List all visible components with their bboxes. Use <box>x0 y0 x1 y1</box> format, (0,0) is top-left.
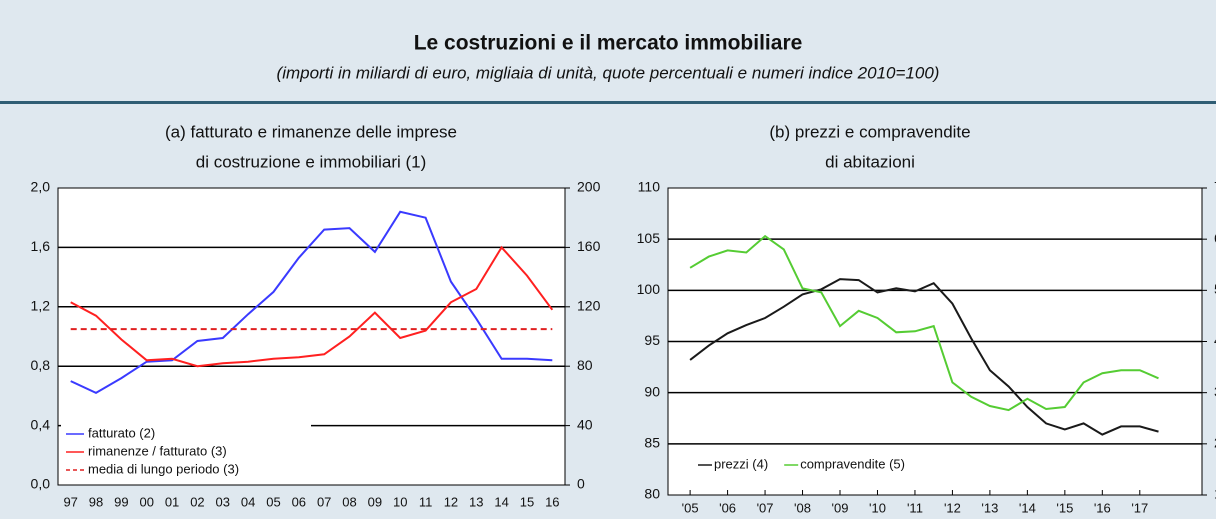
x-tick-label: 97 <box>63 494 77 509</box>
y2-tick-label: 160 <box>577 238 601 254</box>
x-tick-label: '14 <box>1019 500 1036 515</box>
x-tick-label: 06 <box>292 494 306 509</box>
x-tick-label: 05 <box>266 494 280 509</box>
x-tick-label: 12 <box>444 494 458 509</box>
x-tick-label: '16 <box>1094 500 1111 515</box>
x-tick-label: 01 <box>165 494 179 509</box>
chart-title: di costruzione e immobiliari (1) <box>196 152 427 171</box>
legend-label: media di lungo periodo (3) <box>88 461 239 476</box>
x-tick-label: 11 <box>419 494 433 509</box>
x-tick-label: '17 <box>1131 500 1148 515</box>
legend-label: prezzi (4) <box>714 456 768 471</box>
y2-tick-label: 40 <box>577 416 593 432</box>
x-tick-label: 10 <box>393 494 407 509</box>
x-tick-label: '05 <box>682 500 699 515</box>
x-tick-label: 15 <box>520 494 534 509</box>
y-tick-label: 80 <box>644 486 660 502</box>
x-tick-label: 02 <box>190 494 204 509</box>
x-tick-label: 09 <box>368 494 382 509</box>
legend-label: compravendite (5) <box>800 456 905 471</box>
y2-tick-label: 100 <box>1214 486 1216 502</box>
y-tick-label: 95 <box>644 332 660 348</box>
y-tick-label: 110 <box>638 179 661 195</box>
y-tick-label: 0,0 <box>31 476 51 492</box>
plot-frame <box>667 187 1203 496</box>
header-rule <box>0 101 1216 104</box>
x-tick-label: 98 <box>89 494 103 509</box>
y2-tick-label: 200 <box>1214 435 1216 451</box>
y2-tick-label: 80 <box>577 357 593 373</box>
y2-tick-label: 0 <box>577 476 585 492</box>
y2-tick-label: 400 <box>1214 332 1216 348</box>
series-line <box>689 278 1159 436</box>
x-tick-label: '15 <box>1056 500 1073 515</box>
x-tick-label: 14 <box>494 494 508 509</box>
series-line <box>70 245 554 368</box>
legend-label: fatturato (2) <box>88 425 155 440</box>
x-tick-label: '13 <box>981 500 998 515</box>
y2-tick-label: 120 <box>577 298 601 314</box>
legend-box <box>61 421 311 483</box>
series-line <box>70 210 553 395</box>
x-tick-label: '12 <box>944 500 961 515</box>
x-tick-label: '08 <box>794 500 811 515</box>
x-tick-label: '09 <box>832 500 849 515</box>
x-tick-label: '11 <box>907 500 923 515</box>
y2-tick-label: 700 <box>1214 179 1216 195</box>
x-tick-label: 99 <box>114 494 128 509</box>
y-tick-label: 105 <box>637 230 661 246</box>
y-tick-label: 0,8 <box>31 357 51 373</box>
x-tick-label: 00 <box>139 494 153 509</box>
legend-label: rimanenze / fatturato (3) <box>88 443 227 458</box>
series-line <box>689 234 1159 412</box>
y2-tick-label: 600 <box>1214 230 1216 246</box>
x-tick-label: 04 <box>241 494 255 509</box>
y-tick-label: 1,2 <box>31 298 51 314</box>
x-tick-label: '07 <box>757 500 774 515</box>
x-tick-label: 08 <box>342 494 356 509</box>
figure-subtitle: (importi in miliardi di euro, migliaia d… <box>277 63 940 82</box>
x-tick-label: 03 <box>216 494 230 509</box>
y-tick-label: 1,6 <box>31 238 51 254</box>
y-tick-label: 85 <box>644 435 660 451</box>
chart-title: (b) prezzi e compravendite <box>769 122 970 141</box>
chart-title: (a) fatturato e rimanenze delle imprese <box>165 122 457 141</box>
plot-frame <box>57 187 566 486</box>
y2-tick-label: 500 <box>1214 281 1216 297</box>
y-tick-label: 2,0 <box>31 179 51 195</box>
y-tick-label: 90 <box>644 383 660 399</box>
x-tick-label: 07 <box>317 494 331 509</box>
y2-tick-label: 300 <box>1214 383 1216 399</box>
x-tick-label: '06 <box>719 500 736 515</box>
x-tick-label: '10 <box>869 500 886 515</box>
chart-title: di abitazioni <box>825 152 915 171</box>
y-tick-label: 100 <box>637 281 661 297</box>
figure-title: Le costruzioni e il mercato immobiliare <box>414 32 803 55</box>
x-tick-label: 16 <box>545 494 559 509</box>
y2-tick-label: 200 <box>577 179 601 195</box>
y-tick-label: 0,4 <box>31 416 51 432</box>
x-tick-label: 13 <box>469 494 483 509</box>
